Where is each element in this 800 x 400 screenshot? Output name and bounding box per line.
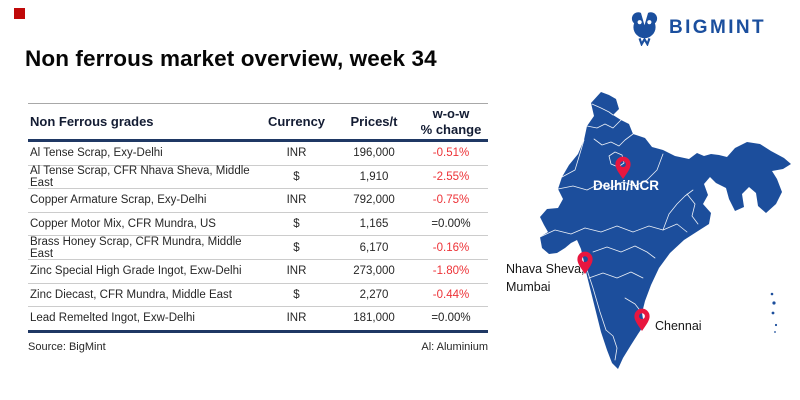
table-header-row: Non Ferrous grades Currency Prices/t w-o…	[28, 103, 488, 142]
grade-cell: Al Tense Scrap, CFR Nhava Sheva, Middle …	[30, 164, 250, 189]
india-map-svg	[539, 92, 791, 369]
change-cell: =0.00%	[431, 218, 471, 231]
change-cell: -2.55%	[432, 170, 470, 183]
price-cell: 1,910	[359, 170, 389, 183]
col-header-wow-change: w-o-w % change	[414, 106, 488, 137]
table-row: Lead Remelted Ingot, Exw-Delhi INR 181,0…	[28, 307, 488, 330]
change-cell: =0.00%	[431, 312, 471, 325]
page-title: Non ferrous market overview, week 34	[25, 46, 437, 71]
change-cell: -0.51%	[432, 147, 470, 160]
change-cell: -0.75%	[432, 194, 470, 207]
grade-cell: Lead Remelted Ingot, Exw-Delhi	[30, 312, 195, 325]
grade-cell: Al Tense Scrap, Exy-Delhi	[30, 147, 163, 160]
currency-cell: INR	[286, 194, 307, 207]
col-header-prices: Prices/t	[350, 114, 398, 129]
aluminium-footnote: Al: Aluminium	[421, 340, 488, 353]
price-table: Non Ferrous grades Currency Prices/t w-o…	[28, 103, 488, 353]
currency-cell: INR	[286, 147, 307, 160]
change-cell: -0.44%	[432, 288, 470, 301]
currency-cell: INR	[286, 312, 307, 325]
table-row: Zinc Special High Grade Ingot, Exw-Delhi…	[28, 260, 488, 284]
table-row: Brass Honey Scrap, CFR Mundra, Middle Ea…	[28, 236, 488, 260]
bigmint-logo-text: BIGMINT	[669, 17, 767, 38]
table-body: Al Tense Scrap, Exy-Delhi INR 196,000 -0…	[28, 142, 488, 333]
price-cell: 2,270	[359, 288, 389, 301]
grade-cell: Copper Armature Scrap, Exy-Delhi	[30, 194, 207, 207]
change-cell: -0.16%	[432, 241, 470, 254]
map-label-nhava-sheva-mumbai: Nhava Sheva, Mumbai	[506, 261, 585, 296]
price-cell: 792,000	[353, 194, 395, 207]
map-label-delhi-ncr: Delhi/NCR	[592, 178, 659, 193]
grade-cell: Zinc Diecast, CFR Mundra, Middle East	[30, 288, 232, 301]
currency-cell: INR	[286, 265, 307, 278]
price-cell: 1,165	[359, 218, 389, 231]
col-header-currency: Currency	[267, 114, 326, 129]
table-row: Al Tense Scrap, CFR Nhava Sheva, Middle …	[28, 164, 488, 190]
currency-cell: $	[293, 218, 300, 231]
currency-cell: $	[293, 170, 300, 183]
price-cell: 181,000	[353, 312, 395, 325]
table-footer: Source: BigMint Al: Aluminium	[28, 333, 488, 353]
india-silhouette	[540, 92, 791, 369]
table-row: Copper Armature Scrap, Exy-Delhi INR 792…	[28, 189, 488, 213]
grade-cell: Copper Motor Mix, CFR Mundra, US	[30, 218, 216, 231]
source-note: Source: BigMint	[28, 340, 106, 353]
bigmint-logo: BIGMINT	[628, 10, 766, 46]
andaman-islands	[770, 292, 778, 333]
price-cell: 196,000	[353, 147, 395, 160]
col-header-grades: Non Ferrous grades	[30, 114, 154, 129]
grade-cell: Zinc Special High Grade Ingot, Exw-Delhi	[30, 265, 242, 278]
wow-line2: % change	[420, 121, 482, 137]
wow-line1: w-o-w	[432, 106, 470, 122]
map-label-chennai: Chennai	[655, 319, 702, 333]
currency-cell: $	[293, 288, 300, 301]
grade-cell: Brass Honey Scrap, CFR Mundra, Middle Ea…	[30, 235, 242, 260]
price-cell: 273,000	[353, 265, 395, 278]
table-row: Al Tense Scrap, Exy-Delhi INR 196,000 -0…	[28, 142, 488, 166]
change-cell: -1.80%	[432, 265, 470, 278]
accent-square	[14, 8, 25, 19]
india-map: Delhi/NCR Nhava Sheva, Mumbai Chennai	[505, 82, 800, 394]
nhava-label-line1: Nhava Sheva,	[506, 262, 585, 276]
table-row: Zinc Diecast, CFR Mundra, Middle East $ …	[28, 284, 488, 308]
table-row: Copper Motor Mix, CFR Mundra, US $ 1,165…	[28, 213, 488, 237]
bigmint-logo-icon	[631, 10, 658, 46]
nhava-label-line2: Mumbai	[506, 279, 551, 294]
state-borders	[539, 103, 699, 361]
price-cell: 6,170	[359, 241, 389, 254]
currency-cell: $	[293, 241, 300, 254]
